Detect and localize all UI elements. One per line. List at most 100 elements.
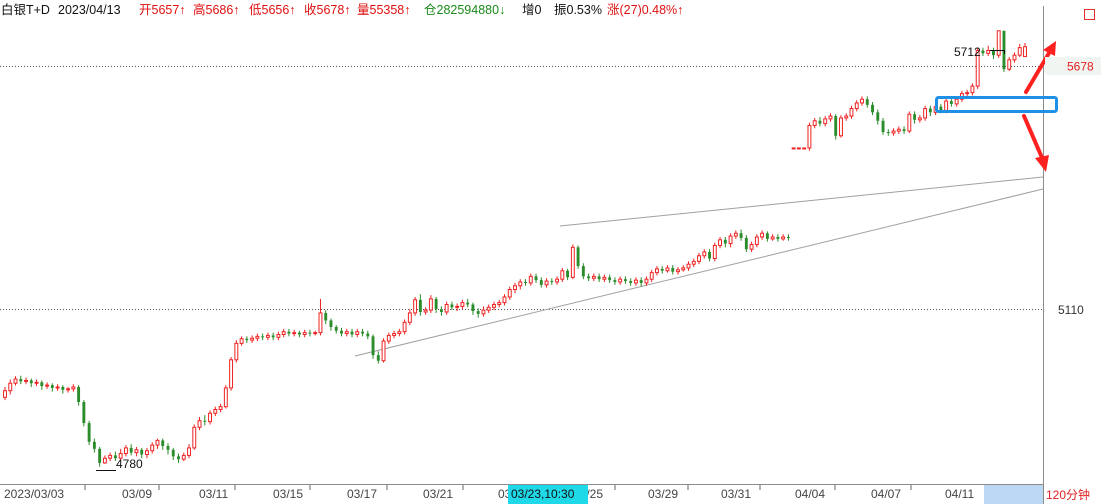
highlight-zone-box[interactable]	[935, 96, 1058, 113]
candle[interactable]	[796, 147, 801, 150]
candle[interactable]	[728, 235, 733, 245]
candle[interactable]	[245, 338, 249, 341]
candle[interactable]	[3, 390, 7, 398]
candle[interactable]	[602, 276, 607, 280]
candle[interactable]	[192, 426, 197, 449]
candle[interactable]	[576, 247, 580, 267]
candle[interactable]	[928, 108, 932, 113]
candle[interactable]	[392, 333, 397, 336]
candle[interactable]	[849, 108, 854, 117]
candle[interactable]	[486, 306, 491, 311]
candle[interactable]	[197, 420, 202, 428]
candle[interactable]	[466, 302, 470, 305]
candle[interactable]	[386, 334, 391, 342]
candle[interactable]	[218, 406, 223, 410]
candle[interactable]	[839, 117, 843, 137]
candle[interactable]	[203, 420, 207, 422]
candle[interactable]	[671, 267, 675, 272]
candle[interactable]	[239, 338, 244, 344]
chart-options-icon[interactable]	[1084, 9, 1095, 20]
candle[interactable]	[40, 382, 44, 387]
candle[interactable]	[644, 278, 649, 284]
candle[interactable]	[913, 114, 917, 120]
candle[interactable]	[513, 285, 517, 290]
candle[interactable]	[660, 268, 664, 271]
candle[interactable]	[24, 379, 28, 382]
candle[interactable]	[460, 302, 465, 307]
candle[interactable]	[287, 331, 291, 334]
candle[interactable]	[965, 92, 970, 95]
candle[interactable]	[340, 330, 343, 334]
candle[interactable]	[98, 448, 102, 463]
candle[interactable]	[397, 331, 402, 335]
candle[interactable]	[655, 268, 659, 274]
candle[interactable]	[166, 446, 170, 450]
candle[interactable]	[150, 444, 155, 452]
candle[interactable]	[308, 332, 312, 334]
candle[interactable]	[534, 276, 538, 281]
candle[interactable]	[691, 260, 696, 265]
candle[interactable]	[439, 309, 443, 312]
candle[interactable]	[555, 278, 560, 283]
candle[interactable]	[986, 49, 991, 54]
candle[interactable]	[871, 104, 874, 113]
candle[interactable]	[865, 99, 869, 105]
candle[interactable]	[649, 272, 654, 280]
candle[interactable]	[1002, 30, 1006, 70]
candle[interactable]	[697, 255, 701, 262]
candle[interactable]	[413, 299, 418, 314]
candle[interactable]	[907, 113, 912, 132]
candle[interactable]	[434, 298, 438, 310]
candle[interactable]	[613, 280, 617, 282]
candle[interactable]	[66, 388, 71, 391]
candle[interactable]	[502, 296, 507, 304]
candle[interactable]	[344, 331, 349, 335]
candle[interactable]	[34, 381, 39, 384]
candle[interactable]	[297, 332, 301, 335]
candle[interactable]	[507, 288, 512, 298]
candle[interactable]	[566, 270, 570, 278]
candle[interactable]	[350, 331, 354, 335]
candle[interactable]	[949, 101, 953, 104]
candle[interactable]	[181, 454, 186, 460]
candle[interactable]	[550, 281, 554, 283]
candle[interactable]	[140, 449, 144, 455]
candle[interactable]	[61, 386, 65, 390]
candle[interactable]	[718, 239, 722, 246]
candle[interactable]	[376, 355, 380, 361]
candle[interactable]	[366, 333, 370, 337]
candle[interactable]	[591, 275, 596, 279]
candle[interactable]	[629, 281, 633, 283]
upper-trendline[interactable]	[559, 176, 1044, 227]
candle[interactable]	[177, 456, 180, 460]
candle[interactable]	[450, 304, 454, 308]
candle[interactable]	[250, 337, 255, 341]
candle[interactable]	[944, 100, 949, 111]
candle[interactable]	[361, 331, 364, 334]
candle[interactable]	[334, 326, 338, 331]
candle[interactable]	[45, 384, 50, 387]
candle[interactable]	[77, 386, 81, 402]
candle[interactable]	[702, 251, 707, 257]
candle[interactable]	[860, 98, 864, 104]
time-selection-box[interactable]	[984, 485, 1043, 504]
candle[interactable]	[770, 236, 775, 240]
candle[interactable]	[524, 281, 527, 283]
candle[interactable]	[55, 386, 60, 389]
candle[interactable]	[492, 303, 496, 308]
candle[interactable]	[844, 115, 849, 119]
candle[interactable]	[229, 359, 234, 389]
candle[interactable]	[292, 332, 297, 335]
candle[interactable]	[255, 335, 260, 339]
candle[interactable]	[570, 246, 575, 278]
candle[interactable]	[681, 267, 686, 271]
candle[interactable]	[828, 115, 833, 120]
candle[interactable]	[281, 331, 286, 335]
candle[interactable]	[876, 112, 880, 121]
candle[interactable]	[802, 147, 807, 150]
candle[interactable]	[234, 342, 239, 361]
candle[interactable]	[518, 281, 523, 287]
candle[interactable]	[917, 117, 922, 121]
candle[interactable]	[781, 236, 786, 240]
